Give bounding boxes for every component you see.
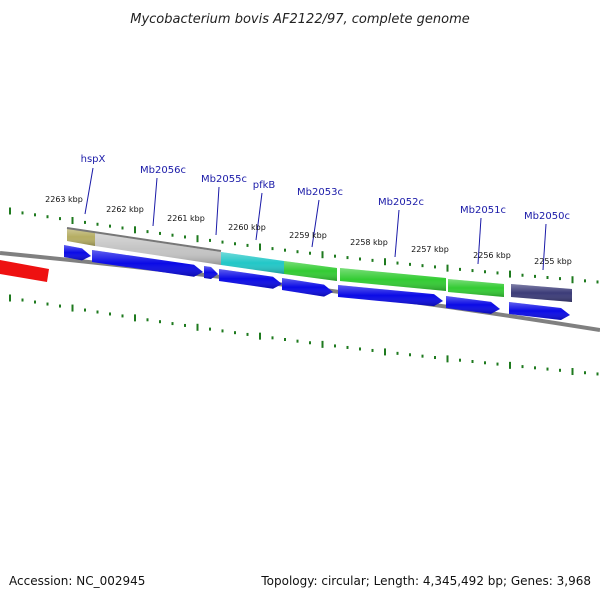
neighbor-feature-bar[interactable]	[0, 260, 49, 282]
cds-arrow-shading	[92, 250, 203, 277]
kbp-label: 2258 kbp	[350, 238, 388, 247]
gene-leader-line	[394, 209, 400, 258]
cds-arrow-shading	[446, 296, 500, 314]
accession-text: Accession: NC_002945	[9, 574, 146, 588]
gene-label-mb2053c[interactable]: Mb2053c	[297, 187, 343, 198]
kbp-label: 2259 kbp	[289, 231, 327, 240]
gene-leader-line	[542, 223, 547, 271]
kbp-label: 2255 kbp	[534, 257, 572, 266]
gene-leader-line	[215, 186, 220, 236]
cds-arrow-shading	[338, 285, 443, 307]
gene-label-mb2052c[interactable]: Mb2052c	[378, 197, 424, 208]
gene-label-mb2055c[interactable]: Mb2055c	[201, 174, 247, 185]
inner-ruler	[9, 294, 599, 376]
cds-arrow-shading	[509, 302, 570, 320]
gene-feature-bars	[66, 227, 572, 302]
gene-bar-shading	[511, 284, 572, 302]
kbp-label: 2262 kbp	[106, 205, 144, 214]
cds-arrow-shading	[282, 278, 333, 297]
gene-bar-shading	[221, 252, 284, 274]
gene-label-hspx[interactable]: hspX	[81, 154, 106, 165]
kbp-label: 2263 kbp	[45, 195, 83, 204]
outer-ruler	[9, 207, 599, 284]
gene-label-mb2056c[interactable]: Mb2056c	[140, 165, 186, 176]
gene-label-pfkb[interactable]: pfkB	[253, 180, 276, 191]
gene-leader-line	[311, 199, 320, 248]
cds-arrow-shading	[204, 266, 218, 279]
gene-label-mb2050c[interactable]: Mb2050c	[524, 211, 570, 222]
kbp-label: 2260 kbp	[228, 223, 266, 232]
cds-arrow-shading	[219, 269, 282, 289]
gene-bar-edge	[66, 227, 222, 252]
gene-bar-shading	[340, 268, 446, 291]
kbp-label: 2256 kbp	[473, 251, 511, 260]
gene-bar-shading	[95, 233, 221, 265]
gene-leader-line	[477, 217, 482, 265]
gene-leader-line	[152, 177, 158, 227]
gene-label-mb2051c[interactable]: Mb2051c	[460, 205, 506, 216]
kbp-labels: 2263 kbp 2262 kbp 2261 kbp 2260 kbp 2259 kbp…	[45, 195, 572, 266]
genome-stats-text: Topology: circular; Length: 4,345,492 bp…	[261, 574, 591, 588]
kbp-label: 2261 kbp	[167, 214, 205, 223]
gene-bar-shading	[67, 228, 95, 246]
cds-arrow-shading	[64, 245, 91, 261]
gene-leader-line	[84, 167, 94, 215]
kbp-label: 2257 kbp	[411, 245, 449, 254]
gene-leader-line	[255, 192, 263, 241]
cds-arrows	[64, 245, 570, 320]
gene-labels: hspX Mb2056c Mb2055c pfkB Mb2053c Mb2052c Mb20…	[81, 154, 570, 271]
gene-bar-shading	[448, 279, 504, 297]
map-title: Mycobacterium bovis AF2122/97, complete …	[130, 12, 469, 27]
gene-bar-shading	[284, 261, 337, 281]
